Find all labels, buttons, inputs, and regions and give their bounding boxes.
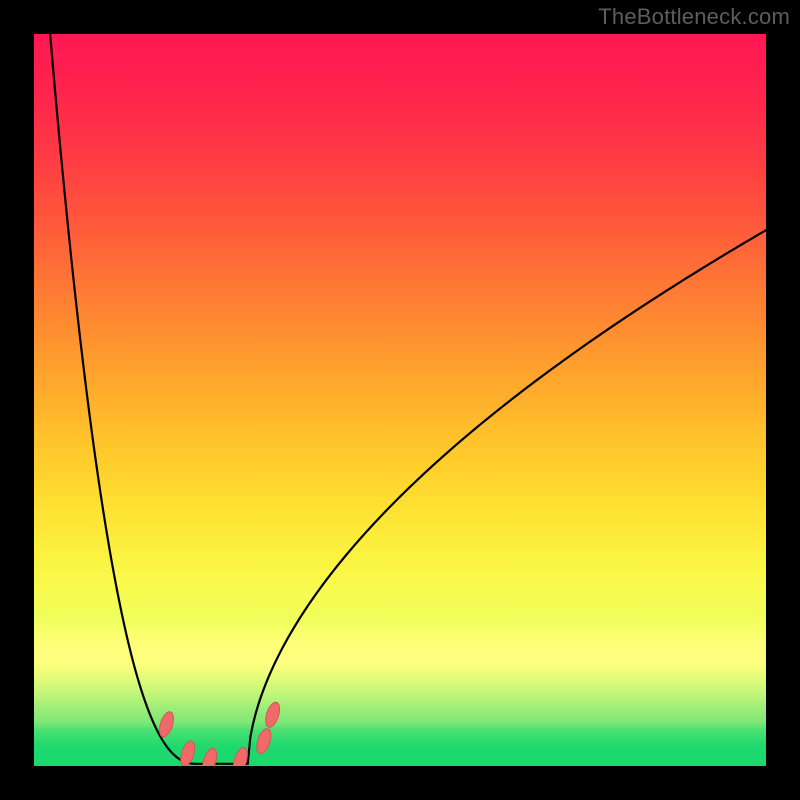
plot-area [34,34,766,766]
chart-container: TheBottleneck.com [0,0,800,800]
plot-background [34,34,766,766]
watermark-text: TheBottleneck.com [598,4,790,30]
